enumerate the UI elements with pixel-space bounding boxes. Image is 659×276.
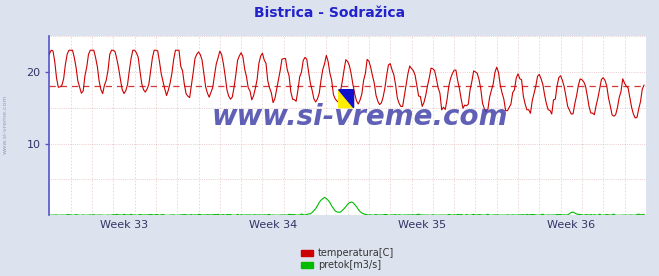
Polygon shape [339,90,354,108]
Text: Bistrica - Sodražica: Bistrica - Sodražica [254,6,405,20]
Text: www.si-vreme.com: www.si-vreme.com [3,94,8,154]
Polygon shape [339,90,354,108]
Text: temperatura[C]: temperatura[C] [318,248,394,258]
Text: pretok[m3/s]: pretok[m3/s] [318,260,381,270]
Text: www.si-vreme.com: www.si-vreme.com [212,103,508,131]
